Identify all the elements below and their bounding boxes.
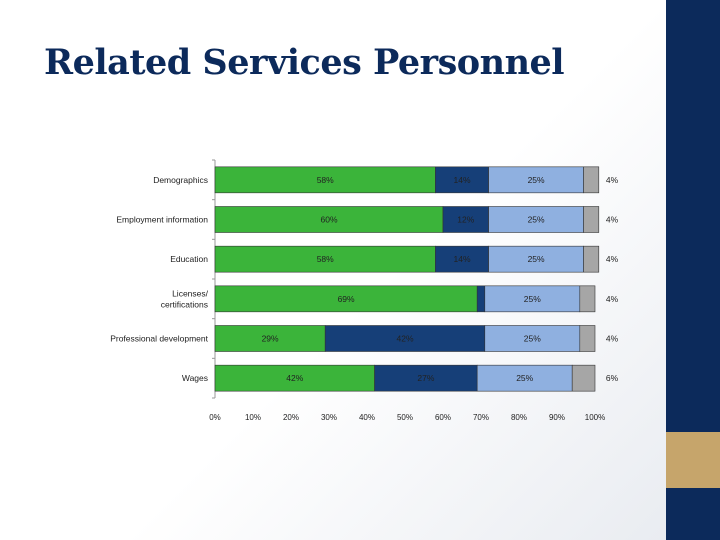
bar-segment <box>214 364 375 392</box>
data-label: 29% <box>262 334 279 344</box>
data-label: 14% <box>453 254 470 264</box>
data-label: 4% <box>606 254 619 264</box>
x-tick-label: 90% <box>549 413 565 422</box>
data-label: 58% <box>317 175 334 185</box>
plot-area: 0% 10% 20% 30% 40% 50% 60% 70% 80% 90% 100% Demogra… <box>110 159 619 422</box>
data-label: 4% <box>606 175 619 185</box>
bar-segment <box>488 206 584 233</box>
x-tick-label: 70% <box>473 413 489 422</box>
bar-segment <box>214 245 436 273</box>
data-label: 4% <box>606 334 619 344</box>
x-tick-label: 10% <box>245 413 261 422</box>
bar-segment <box>476 285 486 313</box>
bar-segment <box>583 245 600 273</box>
x-tick-label: 0% <box>209 413 221 422</box>
bar-segment <box>214 166 436 194</box>
x-tick-label: 60% <box>435 413 451 422</box>
data-label: 25% <box>516 373 533 383</box>
bar-segment <box>583 166 600 194</box>
bar-segment <box>484 325 581 352</box>
data-label: 25% <box>528 254 545 264</box>
data-label: 25% <box>524 294 541 304</box>
bar-segment <box>488 166 584 194</box>
category-label: Education <box>170 254 208 264</box>
x-tick-label: 100% <box>585 413 605 422</box>
x-tick-label: 80% <box>511 413 527 422</box>
x-tick-label: 20% <box>283 413 299 422</box>
category-label: Professional development <box>110 334 208 344</box>
bar-segment <box>435 166 489 194</box>
x-tick-label: 40% <box>359 413 375 422</box>
data-label: 6% <box>606 373 619 383</box>
data-label: 4% <box>606 294 619 304</box>
data-label: 25% <box>528 215 545 225</box>
side-gold-accent <box>666 432 720 488</box>
category-label: Employment information <box>116 215 208 225</box>
data-label: 58% <box>317 254 334 264</box>
category-label: Wages <box>182 373 208 383</box>
x-tick-label: 50% <box>397 413 413 422</box>
x-tick-label: 30% <box>321 413 337 422</box>
bar-segment <box>374 364 478 392</box>
bar-segment <box>324 325 486 352</box>
bar-segment <box>214 325 326 352</box>
data-label: 69% <box>338 294 355 304</box>
data-label: 42% <box>286 373 303 383</box>
bar-segment <box>214 285 478 313</box>
bar-segment <box>579 285 596 313</box>
data-label: 14% <box>453 175 470 185</box>
data-label: 4% <box>606 215 619 225</box>
category-label: Licenses/certifications <box>161 288 209 309</box>
bar-segment <box>579 325 596 352</box>
bar-segment <box>583 206 600 233</box>
bar-segment <box>488 245 584 273</box>
category-label: Demographics <box>153 175 208 185</box>
data-label: 42% <box>396 334 413 344</box>
data-label: 27% <box>417 373 434 383</box>
data-label: 60% <box>320 215 337 225</box>
stacked-bar-chart: 0% 10% 20% 30% 40% 50% 60% 70% 80% 90% 100% Demogra… <box>110 159 619 422</box>
bar-segment <box>476 364 573 392</box>
data-label: 25% <box>528 175 545 185</box>
slide-title: Related Services Personnel <box>44 42 565 83</box>
data-label: 25% <box>524 334 541 344</box>
bar-segment <box>435 245 489 273</box>
bar-segment <box>571 364 596 392</box>
data-label: 12% <box>457 215 474 225</box>
